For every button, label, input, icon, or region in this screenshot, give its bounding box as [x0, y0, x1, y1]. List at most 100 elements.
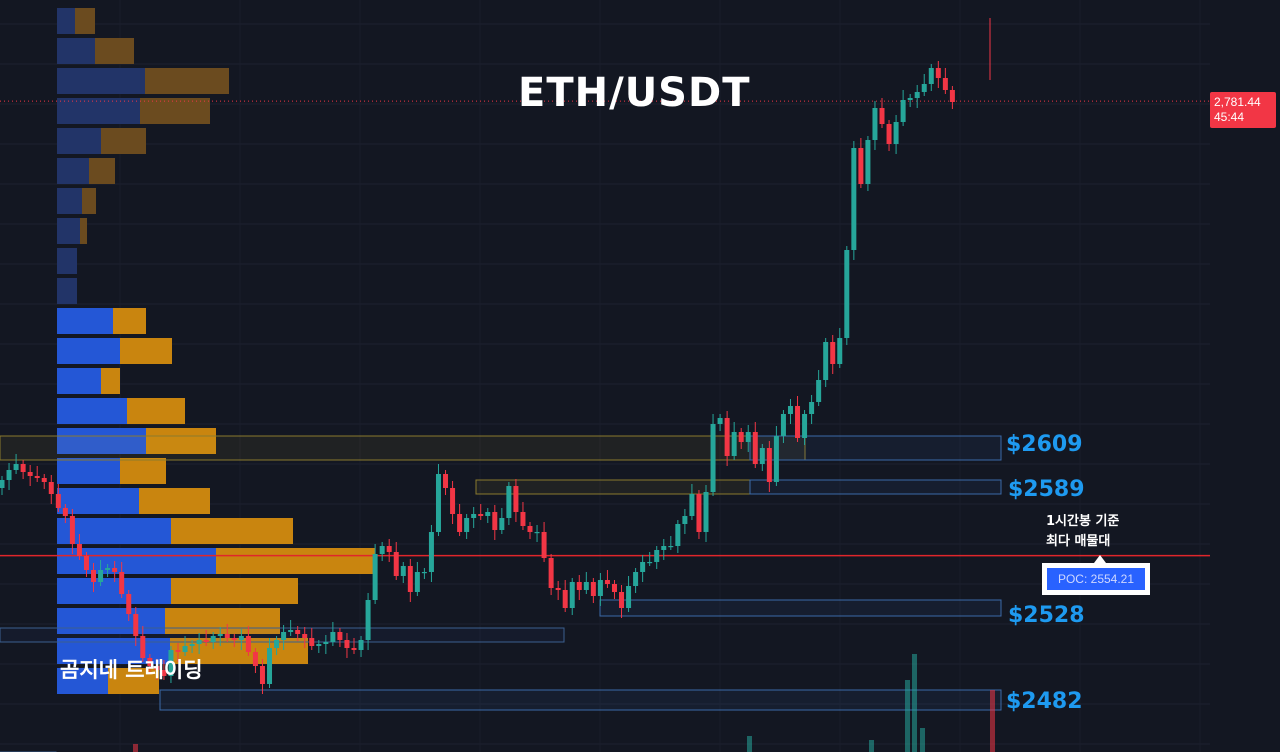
- volume-profile-sell-bar: [113, 308, 146, 334]
- candle-body: [450, 488, 456, 514]
- candle-body: [900, 100, 906, 122]
- candle-body: [224, 634, 230, 638]
- candle-body: [245, 636, 251, 652]
- candle-body: [844, 250, 850, 338]
- candle-body: [133, 614, 139, 636]
- candle-body: [295, 630, 301, 634]
- candle-body: [668, 546, 674, 548]
- candle-body: [745, 432, 751, 442]
- candle-body: [302, 634, 308, 638]
- candle-body: [6, 470, 12, 480]
- candle-body: [830, 342, 836, 364]
- candle-body: [203, 640, 209, 642]
- candle-body: [682, 516, 688, 524]
- candle-body: [259, 666, 265, 684]
- volume-profile-sell-bar: [171, 578, 298, 604]
- candle-body: [76, 544, 82, 556]
- poc-label-box: POC: 2554.21: [1042, 563, 1150, 595]
- candle-body: [816, 380, 822, 402]
- level-box: [159, 689, 1002, 711]
- candle-body: [238, 636, 244, 640]
- candle-body: [893, 122, 899, 144]
- volume-profile-sell-bar: [89, 158, 115, 184]
- candle-body: [13, 464, 19, 470]
- candle-body: [27, 472, 33, 476]
- candle-body: [41, 478, 47, 482]
- candle-body: [407, 566, 413, 592]
- volume-profile-buy-bar: [57, 38, 95, 64]
- candle-body: [288, 630, 294, 632]
- candle-body: [457, 514, 463, 532]
- candle-body: [182, 646, 188, 652]
- candle-body: [274, 640, 280, 648]
- candle-body: [802, 414, 808, 438]
- volume-profile-sell-bar: [145, 68, 229, 94]
- volume-profile-sell-bar: [216, 548, 375, 574]
- candle-body: [759, 448, 765, 464]
- candle-body: [435, 474, 441, 532]
- candle-body: [858, 148, 864, 184]
- candle-body: [654, 550, 660, 562]
- volume-profile-sell-bar: [80, 218, 87, 244]
- poc-label: POC: 2554.21: [1047, 568, 1145, 590]
- volume-profile-buy-bar: [57, 218, 80, 244]
- candle-body: [309, 638, 315, 646]
- candle-body: [316, 644, 322, 646]
- candle-body: [337, 632, 343, 640]
- candle-body: [724, 418, 730, 456]
- volume-profile-buy-bar: [57, 278, 77, 304]
- candle-body: [541, 532, 547, 558]
- volume-profile-sell-bar: [75, 8, 95, 34]
- candle-body: [119, 572, 125, 594]
- candle-body: [703, 492, 709, 532]
- volume-profile-sell-bar: [101, 128, 146, 154]
- volume-profile-buy-bar: [57, 368, 101, 394]
- volume-profile-sell-bar: [82, 188, 96, 214]
- candle-body: [393, 552, 399, 576]
- candle-body: [62, 508, 68, 516]
- candle-body: [738, 432, 744, 442]
- candle-body: [34, 476, 40, 478]
- candle-body: [323, 642, 329, 644]
- candle-body: [386, 546, 392, 552]
- candle-body: [231, 638, 237, 640]
- candle-body: [569, 582, 575, 608]
- candle-body: [140, 636, 146, 658]
- candle-body: [809, 402, 815, 414]
- candle-body: [499, 518, 505, 530]
- volume-profile-sell-bar: [140, 98, 210, 124]
- candle-body: [126, 594, 132, 614]
- candle-body: [91, 570, 97, 582]
- candle-body: [492, 512, 498, 530]
- bar-countdown: 45:44: [1214, 110, 1245, 124]
- candle-body: [69, 516, 75, 544]
- volume-profile-sell-bar: [95, 38, 134, 64]
- candle-body: [949, 90, 955, 102]
- candle-body: [330, 632, 336, 642]
- zone-box: [0, 435, 806, 461]
- candle-body: [344, 640, 350, 648]
- candle-body: [267, 648, 273, 684]
- volume-bar: [133, 744, 138, 752]
- candle-body: [485, 512, 491, 516]
- annotation-line-2: 최다 매물대: [1046, 534, 1111, 549]
- volume-profile-buy-bar: [57, 158, 89, 184]
- volume-profile-buy-bar: [57, 248, 77, 274]
- candle-body: [696, 494, 702, 532]
- level-label-2609: $2609: [1006, 432, 1083, 457]
- volume-profile-sell-bar: [171, 518, 293, 544]
- level-label-2589: $2589: [1008, 477, 1085, 502]
- candle-body: [865, 140, 871, 184]
- volume-profile-buy-bar: [57, 338, 120, 364]
- candle-body: [633, 572, 639, 586]
- candle-body: [0, 480, 5, 488]
- candle-body: [780, 414, 786, 436]
- candle-body: [478, 514, 484, 516]
- volume-bar: [747, 736, 752, 752]
- candle-body: [443, 474, 449, 488]
- candle-body: [464, 518, 470, 532]
- candle-body: [379, 546, 385, 554]
- candle-body: [161, 670, 167, 676]
- volume-profile-buy-bar: [57, 8, 75, 34]
